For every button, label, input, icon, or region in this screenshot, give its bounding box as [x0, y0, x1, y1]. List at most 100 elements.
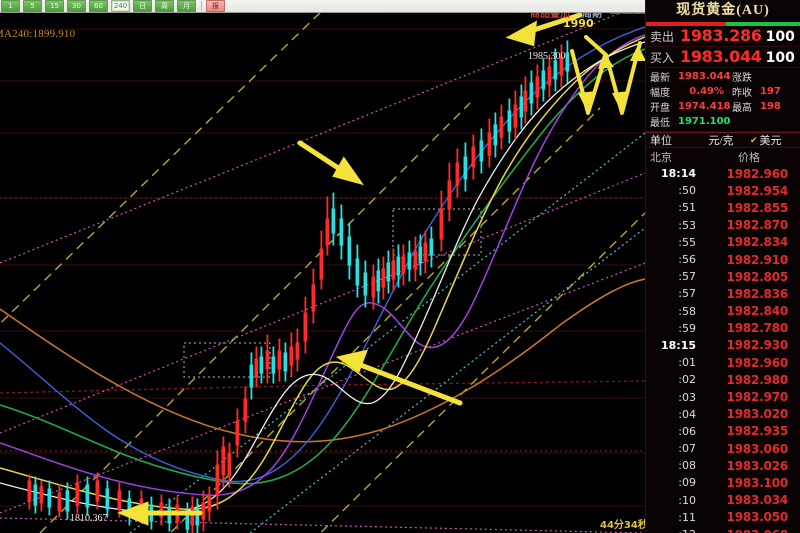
latest-label: 最新 [650, 73, 670, 84]
tick-time: 18:15 [660, 338, 696, 352]
forecast-arrowheads [578, 45, 645, 109]
tick-price: 1983.060 [726, 441, 789, 456]
tick-row[interactable]: :01 1982.960 [646, 354, 800, 371]
toolbar-button-tf-day[interactable]: 日 [133, 0, 152, 12]
tick-row[interactable]: :121983.060 [646, 526, 800, 533]
stats-grid: 最新 1983.044 涨跌 幅度 0.49% 昨收 197 开盘 1974.4… [646, 68, 800, 132]
toolbar-button-tf-week[interactable]: 周 [155, 0, 174, 12]
unit-label: 单位 [650, 135, 672, 147]
tick-price: 1982.805 [726, 269, 789, 284]
prev-close-value: 197 [760, 86, 781, 97]
toolbar-button-tf-1[interactable]: 1 [1, 0, 20, 12]
toolbar-button-tf-240[interactable]: 240 [111, 0, 130, 12]
tick-row[interactable]: :57 1982.836 [646, 285, 800, 302]
unit-option-usd[interactable]: 美元 [759, 135, 782, 147]
tick-row[interactable]: :11 1983.050 [646, 509, 800, 526]
toolbar-separator [201, 1, 202, 11]
tick-row[interactable]: :03 1982.970 [646, 388, 800, 405]
toolbar-button-tf-30[interactable]: 30 [67, 0, 86, 12]
sell-quote-row[interactable]: 卖出 1983.286 100 [646, 26, 800, 47]
tick-row[interactable]: 18:14 1982.960 [646, 165, 800, 182]
tick-time: :57 [678, 287, 696, 301]
ma-line-orange [0, 278, 645, 443]
sell-label: 卖出 [650, 30, 675, 44]
toolbar-button-tf-5[interactable]: 5 [23, 0, 42, 12]
close-icon[interactable]: 区 [634, 13, 645, 14]
tick-row[interactable]: :57 1982.805 [646, 268, 800, 285]
tick-time: :59 [678, 321, 696, 335]
tick-row[interactable]: :50 1982.954 [646, 182, 800, 199]
tick-row[interactable]: 18:15 1982.930 [646, 337, 800, 354]
buy-sell-ratio-bar [646, 22, 800, 26]
unit-selector-row: 单位 元/克 ✔ 美元 [646, 132, 800, 148]
tick-row[interactable]: :59 1982.780 [646, 320, 800, 337]
tick-time: :58 [678, 304, 696, 318]
open-label: 开盘 [650, 103, 670, 114]
tick-price: 1982.954 [726, 183, 789, 198]
tf-week-label: 周 [161, 1, 168, 10]
tick-row[interactable]: :07 1983.060 [646, 440, 800, 457]
toolbar-button-tf-month[interactable]: 月 [177, 0, 196, 12]
minimize-icon[interactable]: 回 [610, 13, 621, 14]
tick-row[interactable]: :55 1982.834 [646, 234, 800, 251]
tick-price: 1983.034 [726, 493, 789, 508]
target-price-annotation: 1990 [563, 17, 594, 30]
unit-option-cny[interactable]: 元/克 [708, 135, 734, 147]
tick-price: 1982.834 [726, 235, 789, 250]
tick-row[interactable]: :06 1982.935 [646, 423, 800, 440]
price-chart-canvas[interactable]: MA240:1899.910 商品叠加 周期 回 回 区 1990 1985.3… [0, 13, 645, 533]
horizontal-resistance-lines [0, 197, 645, 452]
tick-price: 1983.026 [726, 458, 789, 473]
tick-time: :04 [678, 407, 696, 421]
tick-row[interactable]: :53 1982.870 [646, 217, 800, 234]
chart-svg [0, 13, 645, 533]
open-value: 1974.418 [678, 101, 731, 112]
ma-line-yellow [0, 36, 645, 511]
toolbar-button-tf-60[interactable]: 60 [89, 0, 108, 12]
instrument-title: 现货黄金(AU) [646, 0, 800, 22]
consolidation-box [183, 208, 482, 378]
percent-value: 0.49% [689, 86, 724, 97]
toolbar-button-report[interactable]: 报 [206, 0, 225, 12]
tick-row[interactable]: :51 1982.855 [646, 199, 800, 216]
period-button[interactable]: 周期 [582, 13, 602, 20]
tick-list[interactable]: 18:14 1982.960:50 1982.954:51 1982.855:53 19… [646, 165, 800, 533]
toolbar-button-tf-15[interactable]: 15 [45, 0, 64, 12]
report-label: 报 [212, 1, 219, 10]
sell-price: 1983.286 [680, 26, 762, 45]
bar-countdown-timer: 44分34秒 [600, 520, 645, 531]
quote-panel: 现货黄金(AU) 卖出 1983.286 100 买入 1983.044 100… [645, 0, 800, 533]
bar-sell-side [646, 22, 727, 26]
tick-time: :50 [678, 184, 696, 198]
tick-row[interactable]: :58 1982.840 [646, 303, 800, 320]
tf-month-label: 月 [183, 1, 190, 10]
sloped-support-line [0, 380, 645, 394]
tick-row[interactable]: :08 1983.026 [646, 457, 800, 474]
tick-price: 1983.050 [726, 510, 789, 525]
tick-time: :53 [678, 218, 696, 232]
candlestick-series [27, 40, 570, 533]
tf-240-label: 240 [113, 1, 128, 10]
latest-value: 1983.044 [678, 71, 731, 82]
percent-label: 幅度 [650, 88, 670, 99]
tick-price: 1982.970 [726, 390, 789, 405]
tick-time: :12 [650, 528, 702, 533]
tick-row[interactable]: :04 1983.020 [646, 406, 800, 423]
tick-row[interactable]: :10 1983.034 [646, 492, 800, 509]
tick-price: 1982.840 [726, 304, 789, 319]
tick-time: :03 [678, 390, 696, 404]
buy-quote-row[interactable]: 买入 1983.044 100 [646, 47, 800, 68]
maximize-icon[interactable]: 回 [622, 13, 633, 14]
buy-quantity: 100 [765, 50, 795, 66]
tf-1-label: 1 [8, 1, 13, 10]
buy-price: 1983.044 [680, 47, 762, 66]
tick-row[interactable]: :09 1983.100 [646, 474, 800, 491]
tick-time: :55 [678, 235, 696, 249]
tick-table-header: 北京 价格 [646, 148, 800, 165]
overlay-button[interactable]: 商品叠加 [530, 13, 570, 20]
tick-row[interactable]: :56 1982.910 [646, 251, 800, 268]
low-value: 1971.100 [678, 116, 731, 127]
tick-row[interactable]: :02 1982.980 [646, 371, 800, 388]
stat-row-low: 最低 1971.100 [646, 114, 800, 129]
